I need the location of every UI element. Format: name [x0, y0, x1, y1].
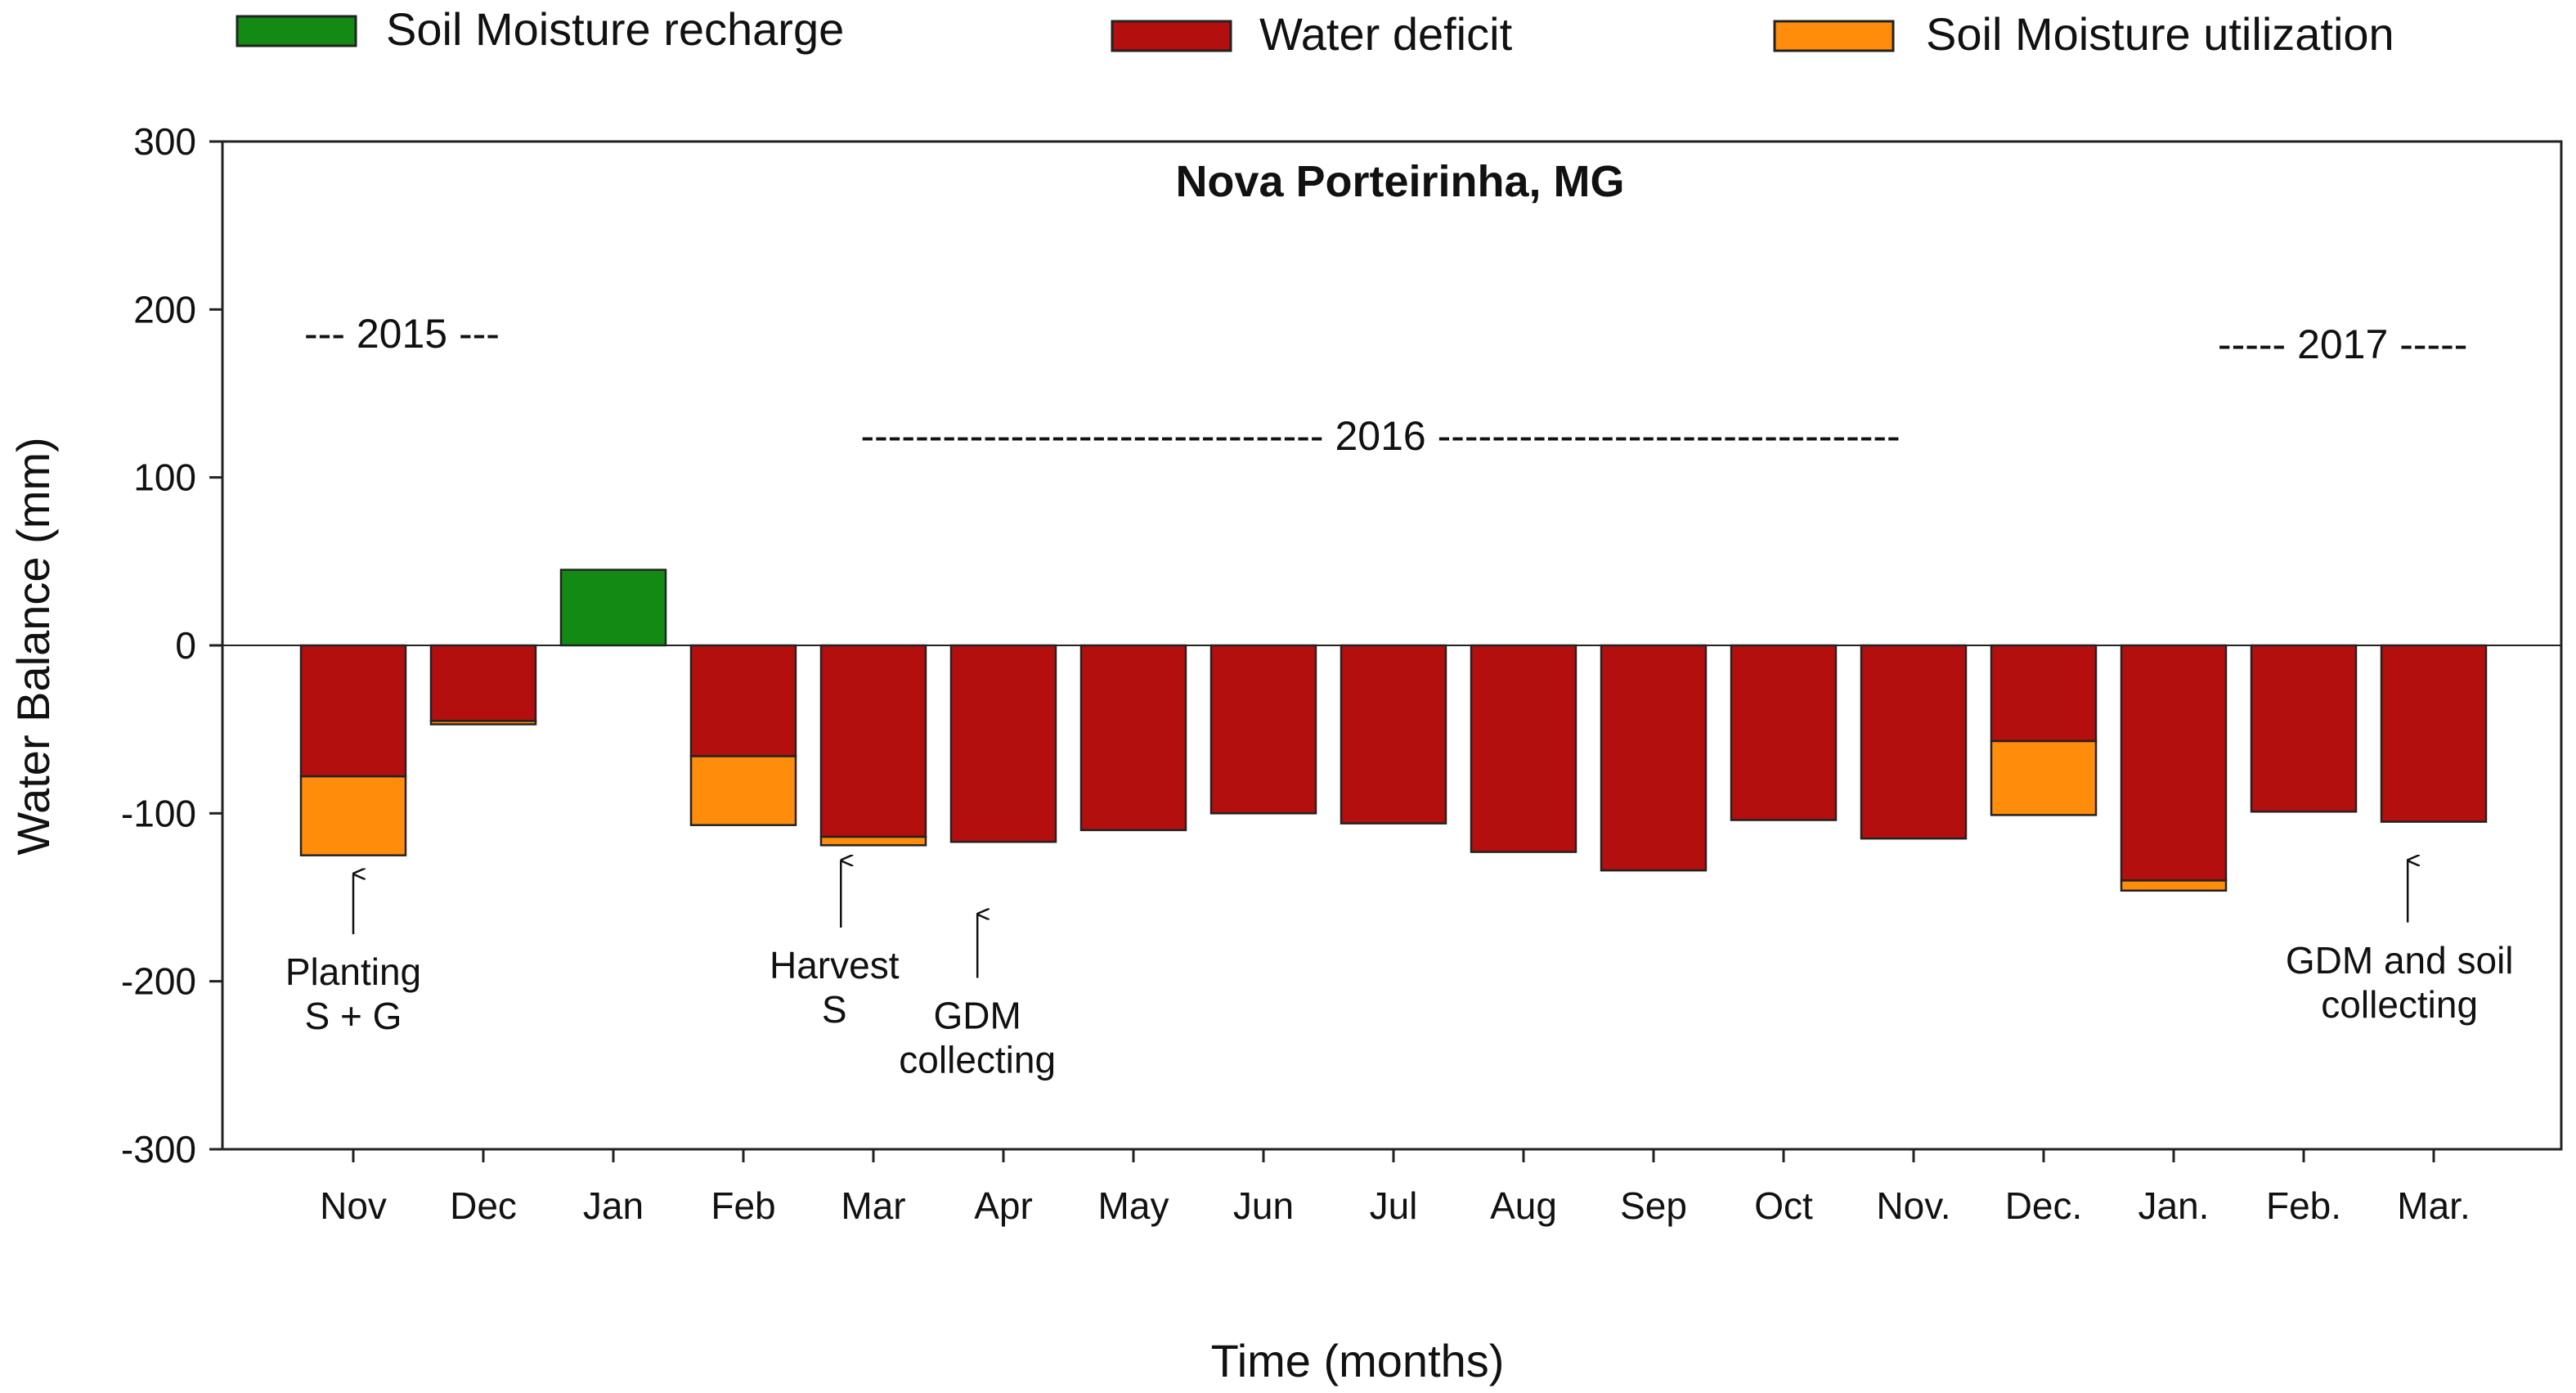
legend-label-soil-moisture-recharge: Soil Moisture recharge: [386, 3, 844, 55]
bar-water-deficit-16: [2250, 644, 2358, 813]
bar-soil-moisture-utilization-1: [299, 775, 407, 856]
x-tick-label: Feb.: [2266, 1184, 2341, 1227]
legend-label-water-deficit: Water deficit: [1259, 8, 1513, 60]
bar-soil-moisture-utilization-15: [2120, 879, 2228, 892]
bar-water-deficit-17: [2380, 644, 2488, 823]
x-axis-label: Time (months): [1211, 1335, 1505, 1386]
annotation-text: S + G: [305, 995, 402, 1037]
bars-group: [299, 568, 2488, 892]
bar-water-deficit-11: [1600, 644, 1708, 872]
bar-water-deficit-14: [1990, 644, 2098, 743]
x-tick-label: Jan: [583, 1184, 644, 1227]
year-label: ----- 2017 -----: [2218, 321, 2468, 367]
annotation-text: Planting: [285, 950, 421, 993]
bar-water-deficit-5: [819, 644, 927, 838]
bar-soil-moisture-utilization-14: [1990, 739, 2098, 816]
x-tick-label: Feb: [711, 1184, 775, 1227]
y-axis-ticks: 300 200 100 0 -100 -200 -300: [121, 120, 222, 1171]
y-tick-label: 100: [133, 456, 196, 499]
annotation-text: collecting: [2321, 983, 2478, 1026]
x-tick-label: Mar: [841, 1184, 905, 1227]
y-tick-label: -100: [121, 792, 196, 834]
y-tick-label: -200: [121, 960, 196, 1003]
bar-water-deficit-2: [429, 644, 537, 722]
x-tick-label: Jun: [1233, 1184, 1294, 1227]
bar-water-deficit-12: [1730, 644, 1838, 821]
bar-water-deficit-13: [1860, 644, 1968, 840]
bar-soil-moisture-utilization-5: [819, 835, 927, 847]
bar-soil-moisture-recharge-3: [559, 568, 667, 647]
x-tick-label: Dec: [450, 1184, 517, 1227]
annotation-text: GDM and soil: [2286, 939, 2514, 982]
legend-swatch-soil-moisture-recharge: [236, 15, 357, 47]
x-tick-label: Nov: [320, 1184, 387, 1227]
year-label: ---------------------------------- 2016 …: [860, 413, 1900, 459]
bar-water-deficit-1: [299, 644, 407, 778]
bar-water-deficit-8: [1209, 644, 1317, 815]
x-axis-ticks: Nov Dec Jan Feb Mar Apr May Jun Jul Aug Sep Oct Nov.…: [320, 1149, 2471, 1227]
bar-water-deficit-4: [689, 644, 797, 757]
x-tick-label: Jul: [1370, 1184, 1418, 1227]
x-tick-label: Dec.: [2005, 1184, 2083, 1227]
legend-swatch-water-deficit: [1111, 20, 1232, 52]
bar-soil-moisture-utilization-4: [689, 755, 797, 826]
x-tick-label: May: [1098, 1184, 1169, 1227]
x-tick-label: Mar.: [2397, 1184, 2470, 1227]
bar-water-deficit-10: [1470, 644, 1577, 853]
bar-water-deficit-15: [2120, 644, 2228, 882]
x-tick-label: Aug: [1490, 1184, 1557, 1227]
x-tick-label: Jan.: [2138, 1184, 2210, 1227]
x-tick-label: Nov.: [1876, 1184, 1950, 1227]
legend-label-soil-moisture-utilization: Soil Moisture utilization: [1926, 8, 2394, 60]
x-tick-label: Apr: [974, 1184, 1033, 1227]
chart-title: Nova Porteirinha, MG: [1175, 157, 1624, 206]
bar-water-deficit-7: [1079, 644, 1187, 832]
bar-soil-moisture-utilization-2: [429, 720, 537, 726]
annotation-text: S: [822, 988, 847, 1031]
y-tick-label: -300: [121, 1128, 196, 1171]
y-tick-label: 200: [133, 288, 196, 330]
annotation-text: collecting: [899, 1039, 1056, 1081]
annotation-text: Harvest: [770, 944, 900, 986]
legend-swatch-soil-moisture-utilization: [1773, 20, 1895, 52]
bar-water-deficit-6: [949, 644, 1057, 843]
year-labels: --- 2015 --- ----------------------------…: [304, 311, 2467, 459]
y-tick-label: 0: [175, 624, 196, 667]
y-tick-label: 300: [133, 120, 196, 163]
annotation-text: GDM: [934, 995, 1021, 1037]
y-axis-label: Water Balance (mm): [7, 437, 59, 855]
x-tick-label: Oct: [1754, 1184, 1813, 1227]
x-tick-label: Sep: [1620, 1184, 1687, 1227]
legend: Soil Moisture recharge Water deficit Soi…: [236, 3, 2394, 60]
year-label: --- 2015 ---: [304, 311, 500, 357]
bar-water-deficit-9: [1340, 644, 1447, 825]
